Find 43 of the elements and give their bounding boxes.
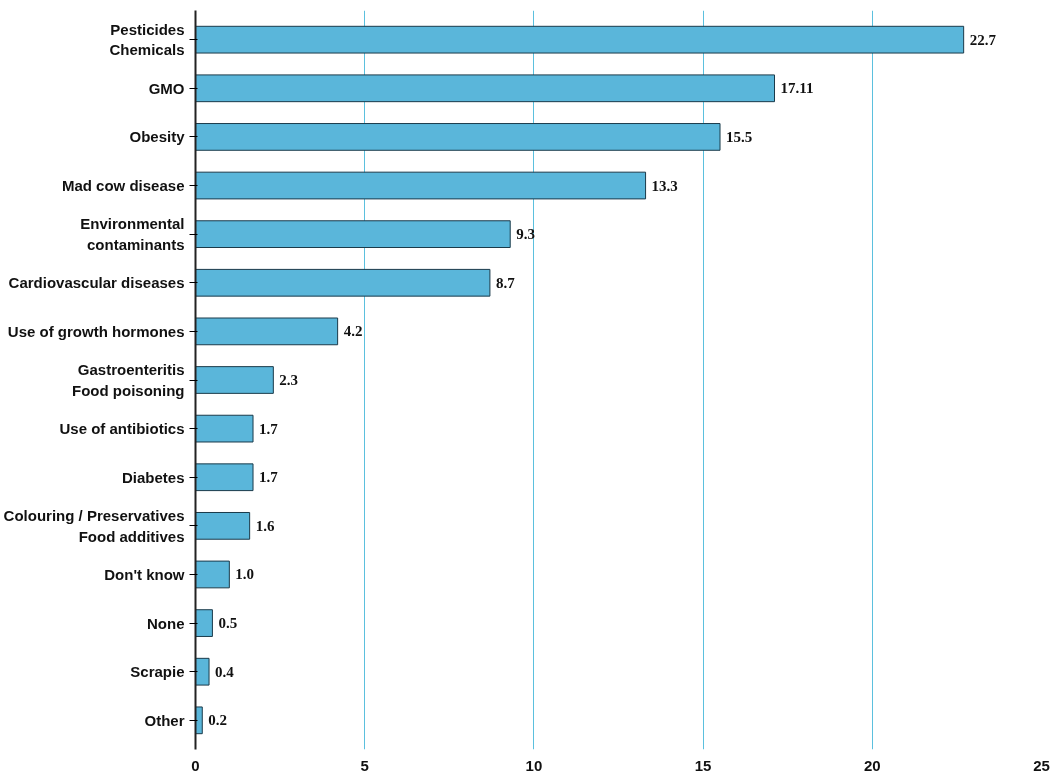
bar — [195, 366, 274, 394]
data-label: 13.3 — [651, 177, 678, 194]
y-tick-label: Mad cow disease — [61, 177, 185, 195]
bar — [195, 657, 210, 686]
bar — [195, 609, 213, 637]
y-tick-label: None — [147, 614, 185, 632]
x-tick-label: 20 — [863, 756, 881, 773]
y-tick-label: Diabetes — [121, 468, 185, 486]
data-label: 8.7 — [495, 274, 516, 291]
bar — [195, 511, 251, 540]
y-tick-label: Don't know — [104, 565, 185, 583]
data-label: 0.2 — [208, 712, 228, 729]
data-label: 15.5 — [726, 128, 753, 145]
data-label: 1.7 — [259, 420, 279, 437]
x-tick-label: 5 — [360, 756, 369, 773]
x-tick-label: 15 — [694, 756, 712, 773]
y-tick-label: Pesticides Chemicals — [109, 20, 185, 59]
y-tick-label: Gastroenteritis Food poisoning — [72, 361, 185, 399]
y-tick-label: Use of growth hormones — [7, 322, 185, 340]
x-tick-label: 25 — [1033, 756, 1050, 773]
data-label: 1.7 — [259, 469, 279, 486]
y-tick-label: Environmental contaminants — [80, 215, 185, 253]
data-label: 1.0 — [235, 566, 255, 583]
x-tick-label: 0 — [191, 756, 200, 773]
y-tick-label: Scrapie — [130, 663, 185, 681]
data-label: 0.5 — [218, 615, 238, 632]
bar — [195, 560, 230, 589]
y-tick-label: Cardiovascular diseases — [8, 274, 185, 292]
y-tick-label: Use of antibiotics — [59, 420, 185, 438]
data-label: 22.7 — [969, 31, 997, 48]
data-label: 17.11 — [780, 80, 814, 97]
data-label: 0.4 — [215, 663, 235, 680]
y-tick-label: Colouring / Preservatives Food additives — [3, 507, 185, 545]
x-tick-label: 10 — [525, 756, 543, 773]
bar — [195, 414, 254, 443]
y-tick-label: Other — [144, 711, 185, 729]
data-label: 2.3 — [279, 372, 299, 388]
y-tick-label: GMO — [148, 79, 185, 97]
bar — [195, 463, 254, 492]
data-label: 4.2 — [343, 323, 363, 340]
bar — [195, 317, 339, 346]
data-label: 1.6 — [255, 517, 275, 534]
y-tick-label: Obesity — [129, 128, 186, 146]
